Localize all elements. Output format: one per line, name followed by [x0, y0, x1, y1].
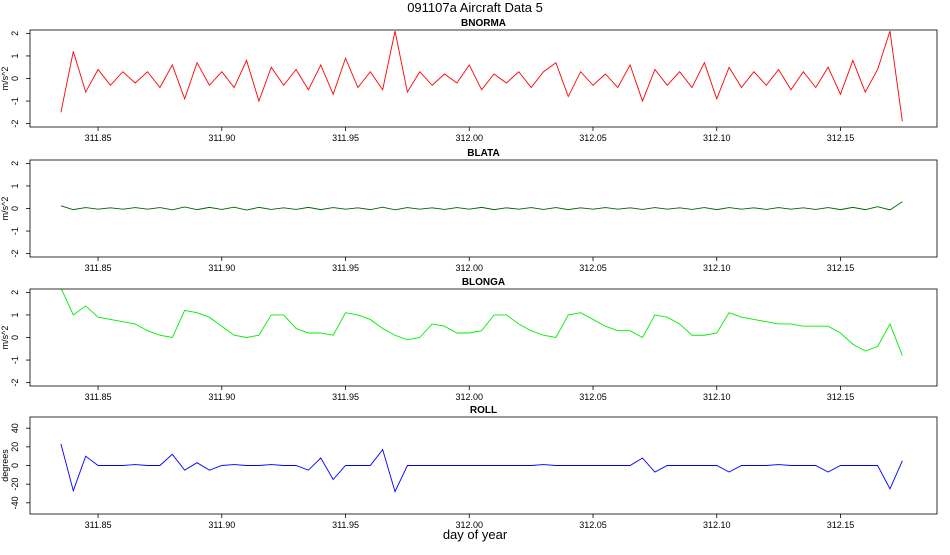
x-tick-label: 312.05: [579, 520, 607, 530]
plot-area: [60, 201, 903, 211]
y-tick-label: -2: [10, 379, 20, 387]
x-tick-label: 312.05: [579, 392, 607, 402]
y-tick-label: -2: [10, 250, 20, 258]
x-tick-label: 312.15: [827, 392, 855, 402]
y-tick-label: 2: [10, 290, 20, 295]
x-tick-label: 312.05: [579, 133, 607, 143]
plot-frame: [29, 288, 938, 387]
y-tick-label: 2: [10, 161, 20, 166]
x-tick-label: 312.00: [456, 520, 484, 530]
y-tick-label: -20: [10, 478, 20, 491]
y-tick-label: 0: [10, 463, 20, 468]
y-tick-label: 1: [10, 183, 20, 188]
x-tick-label: 311.95: [332, 520, 359, 530]
x-tick-label: 311.85: [85, 392, 112, 402]
x-tick-label: 312.15: [827, 520, 855, 530]
data-line: [60, 30, 903, 122]
x-tick-label: 312.15: [827, 133, 855, 143]
plot-frame: [29, 416, 938, 515]
x-tick-label: 311.90: [208, 133, 235, 143]
y-tick-label: -1: [10, 356, 20, 364]
panel-title: ROLL: [470, 405, 497, 416]
x-tick-label: 312.00: [456, 263, 484, 273]
y-tick-label: 1: [10, 53, 20, 58]
x-tick-label: 312.10: [703, 520, 731, 530]
y-tick-label: -2: [10, 120, 20, 128]
panel-title: BLONGA: [462, 277, 505, 288]
y-tick-label: -1: [10, 97, 20, 105]
y-axis-label: m/s^2: [0, 67, 10, 91]
data-line: [60, 443, 903, 493]
plot-frame: [29, 29, 938, 128]
plot-frame: [29, 159, 938, 258]
x-tick-label: 312.10: [703, 392, 731, 402]
y-axis-label: m/s^2: [0, 326, 10, 350]
y-tick-label: 40: [10, 423, 20, 433]
y-tick-label: 2: [10, 31, 20, 36]
x-tick-label: 311.90: [208, 520, 235, 530]
y-tick-label: 20: [10, 442, 20, 452]
y-tick-label: 0: [10, 206, 20, 211]
panel-title: BLATA: [467, 148, 499, 159]
data-line: [60, 289, 903, 356]
plot-area: [60, 289, 903, 356]
x-tick-label: 311.90: [208, 392, 235, 402]
x-tick-label: 312.00: [456, 133, 484, 143]
x-tick-label: 311.95: [332, 133, 359, 143]
x-tick-label: 312.05: [579, 263, 607, 273]
x-tick-label: 312.15: [827, 263, 855, 273]
y-axis-label: degrees: [0, 449, 10, 482]
panel-title: BNORMA: [461, 18, 506, 29]
x-tick-label: 311.85: [85, 263, 112, 273]
x-tick-label: 312.10: [703, 263, 731, 273]
x-tick-label: 311.85: [85, 520, 112, 530]
plot-area: [60, 30, 903, 122]
chart-title: 091107a Aircraft Data 5: [407, 0, 543, 15]
x-tick-label: 311.85: [85, 133, 112, 143]
x-tick-label: 312.00: [456, 392, 484, 402]
data-line: [60, 201, 903, 211]
x-axis-label: day of year: [443, 527, 508, 542]
y-tick-label: -1: [10, 227, 20, 235]
y-tick-label: -40: [10, 496, 20, 509]
y-tick-label: 0: [10, 76, 20, 81]
x-tick-label: 311.95: [332, 392, 359, 402]
y-tick-label: 1: [10, 312, 20, 317]
x-tick-label: 312.10: [703, 133, 731, 143]
y-tick-label: 0: [10, 335, 20, 340]
x-tick-label: 311.90: [208, 263, 235, 273]
y-axis-label: m/s^2: [0, 197, 10, 221]
plot-area: [60, 443, 903, 493]
x-tick-label: 311.95: [332, 263, 359, 273]
